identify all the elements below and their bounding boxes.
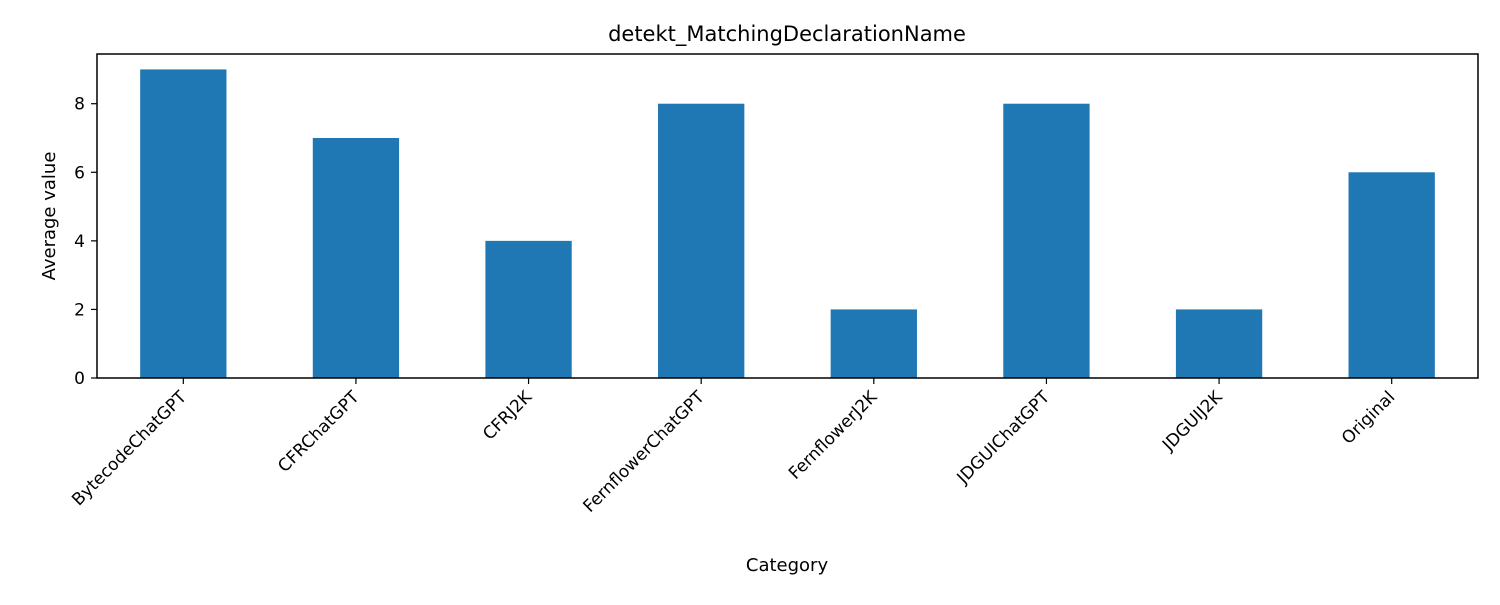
x-tick-label: CFRChatGPT [274,387,364,477]
bar-BytecodeChatGPT [140,69,227,378]
y-tick-label: 6 [74,163,85,183]
plot-area-frame [96,53,1479,379]
x-tick-label: Original [1338,387,1399,448]
bars-layer [140,69,1435,378]
y-tick-label: 8 [74,95,85,115]
bar-FernflowerChatGPT [658,103,745,378]
y-axis-label: Average value [39,152,60,281]
bar-JDGUIChatGPT [1003,103,1090,378]
y-tick-label: 0 [74,369,85,389]
bar-FernflowerJ2K [830,309,917,378]
x-tick-label: FernflowerJ2K [785,387,882,484]
x-tick-label: JDGUIChatGPT [953,387,1055,489]
x-tick-label: CFRJ2K [479,387,536,444]
chart-title: detekt_MatchingDeclarationName [608,22,966,47]
bar-Original [1348,172,1435,378]
x-axis-ticks: BytecodeChatGPT CFRChatGPT CFRJ2K Fernflowe… [68,378,1399,517]
y-tick-label: 2 [74,300,85,320]
x-tick-label: FernflowerChatGPT [579,387,709,517]
x-axis-label: Category [746,555,829,576]
x-tick-label: JDGUIJ2K [1158,387,1227,456]
bar-JDGUIJ2K [1175,309,1263,378]
y-axis-ticks: 0 2 4 6 8 [74,95,97,389]
axes-layer [96,53,1479,379]
bar-CFRChatGPT [312,138,400,378]
x-tick-label: BytecodeChatGPT [68,387,191,510]
bar-CFRJ2K [485,240,572,378]
y-tick-label: 4 [74,232,85,252]
